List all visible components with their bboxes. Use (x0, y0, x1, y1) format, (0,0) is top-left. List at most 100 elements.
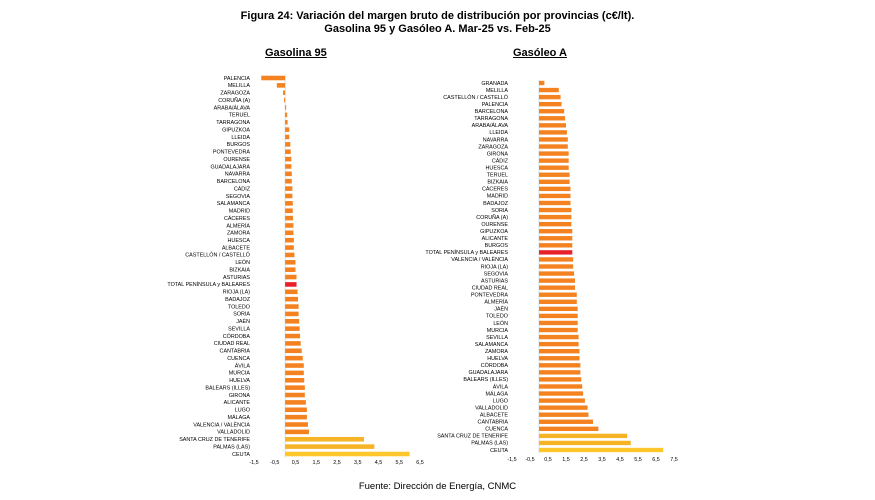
chart2-bar (539, 172, 570, 177)
chart1-bar (285, 260, 296, 265)
chart2-category-label: LLEIDA (489, 130, 508, 136)
chart1-bar (283, 90, 286, 96)
chart2-category-label: CIUDAD REAL (472, 285, 508, 291)
chart1-category-label: CEUTA (232, 452, 250, 458)
chart2-category-label: CÁDIZ (492, 157, 509, 164)
chart2-category-label: LUGO (493, 398, 508, 404)
chart1-bar (285, 156, 292, 162)
chart2-category-label: LEÓN (493, 320, 508, 327)
chart2-bar (539, 123, 566, 128)
chart1-bar (285, 127, 290, 132)
chart2-bar (539, 292, 577, 297)
chart2-bar (539, 412, 589, 417)
chart2-bar (539, 447, 664, 453)
chart2-bar (539, 137, 568, 142)
chart1-category-label: GIPUZKOA (222, 127, 250, 133)
chart1-bar (285, 112, 288, 118)
chart1-bar (285, 370, 304, 376)
chart2-bar (539, 200, 571, 206)
chart1-category-label: ARABA/ÁLAVA (214, 104, 251, 111)
chart2-bar (539, 405, 588, 410)
chart2-bar (539, 285, 575, 290)
chart1-category-label: LLEIDA (231, 135, 250, 141)
chart2-bar (539, 320, 578, 326)
chart2-category-label: CÓRDOBA (481, 362, 509, 369)
chart1-category-label: TERUEL (229, 113, 250, 119)
chart2-bar (539, 271, 575, 276)
chart1-bar (285, 215, 294, 221)
chart1-category-label: RIOJA (LA) (223, 290, 250, 296)
source-note: Fuente: Dirección de Energía, CNMC (358, 481, 517, 492)
chart1-category-label: BURGOS (227, 142, 251, 148)
chart2-category-label: ZARAGOZA (478, 144, 508, 150)
chart1-category-label: GIRONA (229, 393, 251, 399)
chart2-bar (539, 349, 580, 354)
chart1-category-label: TOTAL PENÍNSULA y BALEARES (167, 281, 250, 288)
chart1-category-label: MURCIA (229, 371, 251, 377)
chart1-bar (285, 149, 291, 155)
chart1-category-label: BIZKAIA (229, 267, 250, 273)
chart2-tick-label: 3,5 (598, 457, 606, 463)
chart2-bar (539, 278, 575, 283)
chart2-category-label: BIZKAIA (487, 180, 508, 186)
chart2-bar (539, 334, 579, 340)
chart1-bar (285, 208, 293, 213)
chart1-bar (285, 341, 301, 346)
chart2-category-label: GRANADA (481, 81, 508, 87)
chart1-bar (285, 171, 292, 177)
chart1-bar (276, 83, 286, 88)
chart1-category-label: CORUÑA (A) (218, 97, 250, 104)
chart2-category-label: PONTEVEDRA (471, 293, 509, 299)
chart2-bar (539, 363, 581, 368)
chart1-bar (285, 223, 294, 228)
chart1-tick-label: 4,5 (375, 460, 383, 466)
chart2-bar (539, 356, 580, 361)
chart1-title: Gasolina 95 (265, 47, 327, 59)
chart1-bar (285, 289, 298, 295)
chart1-tick-label: 3,5 (354, 460, 362, 466)
chart2-tick-label: 2,5 (580, 457, 588, 463)
chart2-category-label: BURGOS (485, 243, 509, 249)
chart1-category-label: MÁLAGA (228, 414, 251, 421)
chart1-category-label: CÁCERES (224, 215, 250, 222)
chart1-bar (285, 193, 293, 199)
chart2-bar (539, 398, 585, 403)
chart2-tick-label: -1,5 (507, 457, 516, 463)
chart2-bar (539, 257, 574, 262)
chart2-category-label: TARRAGONA (474, 116, 508, 122)
chart2-title: Gasóleo A (513, 47, 567, 59)
chart2-category-label: TERUEL (487, 173, 508, 179)
chart1-bar (285, 142, 291, 147)
chart1-category-label: ÁVILA (235, 362, 251, 369)
chart2-bar (539, 165, 569, 170)
chart2-category-label: TOLEDO (486, 314, 508, 320)
chart1-category-label: PALMAS (LAS) (213, 444, 250, 450)
chart2-bar (539, 306, 578, 312)
chart1-bar (285, 326, 300, 331)
chart1-bar (285, 230, 294, 236)
chart1-bar (285, 429, 309, 435)
chart1-bar (285, 282, 297, 287)
chart1-category-label: CÁDIZ (234, 185, 251, 192)
chart2-bar (539, 94, 561, 100)
chart1-category-label: HUELVA (229, 378, 250, 384)
chart1-category-label: CASTELLÓN / CASTELLÓ (185, 252, 250, 259)
chart2-bar (539, 236, 573, 241)
chart1-category-label: VALENCIA / VALÈNCIA (193, 421, 250, 428)
chart2-bar (539, 419, 593, 424)
chart1-bar (285, 245, 294, 250)
chart2-bar (539, 313, 578, 319)
chart2-tick-label: 1,5 (562, 457, 570, 463)
chart1-tick-label: 0,5 (292, 460, 300, 466)
chart2-bar (539, 87, 559, 93)
chart1-bar (284, 97, 286, 103)
chart2-category-label: CEUTA (490, 448, 508, 454)
chart1-bar (285, 134, 290, 140)
chart2-bar (539, 229, 573, 234)
chart1-bar (285, 311, 299, 317)
chart1-category-label: ZAMORA (227, 231, 250, 237)
chart2-bar (539, 80, 545, 86)
chart1-category-label: ASTURIAS (223, 275, 250, 281)
chart1-bar (285, 377, 305, 383)
chart1-category-label: CANTABRIA (220, 349, 251, 355)
